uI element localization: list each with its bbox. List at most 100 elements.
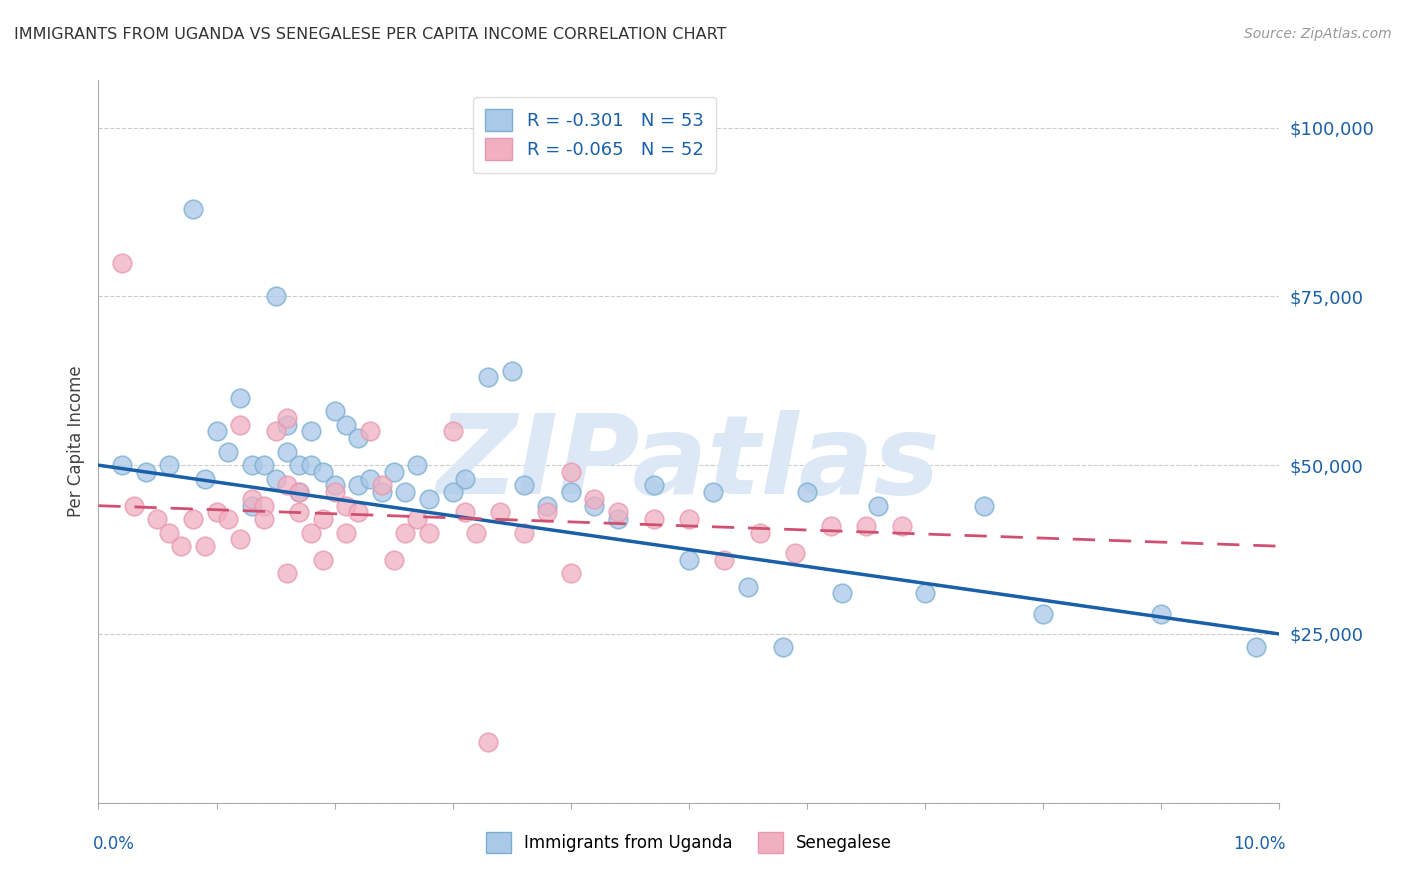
Point [157, 525, 180, 540]
Point [914, 586, 936, 600]
Point [785, 546, 807, 560]
Text: 10.0%: 10.0% [1233, 835, 1285, 854]
Point [394, 525, 416, 540]
Point [560, 465, 582, 479]
Point [371, 485, 394, 500]
Point [312, 512, 335, 526]
Text: IMMIGRANTS FROM UGANDA VS SENEGALESE PER CAPITA INCOME CORRELATION CHART: IMMIGRANTS FROM UGANDA VS SENEGALESE PER… [14, 27, 727, 42]
Point [181, 512, 204, 526]
Y-axis label: Per Capita Income: Per Capita Income [66, 366, 84, 517]
Point [288, 485, 311, 500]
Point [217, 444, 239, 458]
Point [347, 478, 370, 492]
Point [135, 465, 157, 479]
Point [276, 417, 298, 432]
Point [276, 566, 298, 581]
Point [146, 512, 169, 526]
Point [1032, 607, 1054, 621]
Point [276, 478, 298, 492]
Point [737, 580, 759, 594]
Point [359, 425, 381, 439]
Point [607, 505, 630, 519]
Point [276, 411, 298, 425]
Point [643, 512, 665, 526]
Point [299, 525, 322, 540]
Point [371, 478, 394, 492]
Text: 0.0%: 0.0% [93, 835, 135, 854]
Point [264, 289, 287, 303]
Text: ZIPatlas: ZIPatlas [437, 409, 941, 516]
Point [299, 425, 322, 439]
Point [973, 499, 995, 513]
Point [253, 512, 276, 526]
Point [512, 525, 534, 540]
Point [418, 525, 440, 540]
Point [536, 499, 558, 513]
Point [194, 472, 217, 486]
Point [560, 485, 582, 500]
Point [276, 444, 298, 458]
Point [866, 499, 889, 513]
Text: Source: ZipAtlas.com: Source: ZipAtlas.com [1244, 27, 1392, 41]
Point [111, 255, 134, 269]
Point [382, 465, 405, 479]
Point [299, 458, 322, 472]
Point [264, 472, 287, 486]
Point [441, 425, 464, 439]
Point [288, 505, 311, 519]
Point [111, 458, 134, 472]
Point [170, 539, 193, 553]
Legend: Immigrants from Uganda, Senegalese: Immigrants from Uganda, Senegalese [479, 826, 898, 860]
Point [748, 525, 770, 540]
Point [406, 458, 429, 472]
Point [382, 552, 405, 566]
Point [157, 458, 180, 472]
Point [288, 485, 311, 500]
Point [347, 431, 370, 445]
Point [229, 533, 252, 547]
Point [713, 552, 735, 566]
Point [229, 417, 252, 432]
Point [855, 519, 877, 533]
Point [831, 586, 853, 600]
Point [312, 465, 335, 479]
Point [453, 505, 475, 519]
Point [359, 472, 381, 486]
Point [1150, 607, 1173, 621]
Point [323, 485, 346, 500]
Point [536, 505, 558, 519]
Point [240, 491, 263, 506]
Point [288, 458, 311, 472]
Point [335, 499, 357, 513]
Point [453, 472, 475, 486]
Point [796, 485, 818, 500]
Point [890, 519, 912, 533]
Point [323, 404, 346, 418]
Point [489, 505, 512, 519]
Point [643, 478, 665, 492]
Point [772, 640, 794, 655]
Point [477, 735, 499, 749]
Point [181, 202, 204, 216]
Point [312, 552, 335, 566]
Point [406, 512, 429, 526]
Point [394, 485, 416, 500]
Point [560, 566, 582, 581]
Point [583, 499, 606, 513]
Point [240, 458, 263, 472]
Point [1244, 640, 1267, 655]
Point [347, 505, 370, 519]
Point [205, 505, 228, 519]
Point [512, 478, 534, 492]
Point [253, 499, 276, 513]
Point [217, 512, 239, 526]
Point [702, 485, 724, 500]
Point [501, 364, 523, 378]
Point [264, 425, 287, 439]
Point [335, 525, 357, 540]
Point [240, 499, 263, 513]
Point [820, 519, 842, 533]
Point [465, 525, 488, 540]
Point [678, 552, 700, 566]
Point [194, 539, 217, 553]
